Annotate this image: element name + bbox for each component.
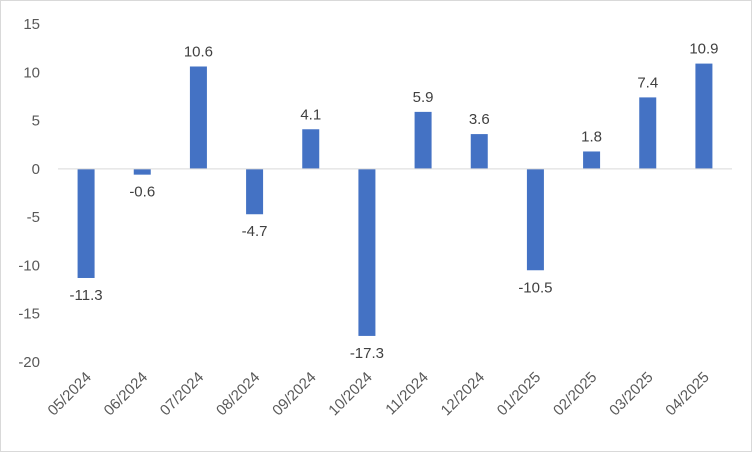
data-labels: -11.3 -0.6 10.6 -4.7 4.1 -17.3 5.9 3.6 -10.5 1.8 7…	[70, 41, 719, 362]
data-label: 1.8	[581, 128, 602, 145]
bar	[639, 97, 657, 169]
data-label: 10.6	[184, 43, 213, 60]
data-label: -11.3	[70, 287, 103, 304]
data-label: -0.6	[129, 184, 155, 201]
y-tick-label: 10	[23, 64, 40, 81]
bar	[695, 63, 713, 169]
y-tick-label: -15	[18, 306, 40, 323]
bar	[526, 168, 544, 271]
data-label: -17.3	[350, 345, 384, 362]
x-tick-label: 06/2024	[101, 369, 151, 419]
bars	[77, 63, 713, 336]
bar	[189, 66, 207, 169]
bar	[77, 168, 95, 278]
x-tick-label: 03/2025	[606, 369, 656, 419]
data-label: 7.4	[637, 74, 658, 91]
data-label: 5.9	[413, 89, 434, 106]
bar	[583, 151, 601, 169]
bar	[246, 168, 264, 215]
data-label: -4.7	[242, 223, 268, 240]
bar	[133, 168, 151, 175]
bar	[414, 111, 432, 169]
data-label: 3.6	[469, 111, 490, 128]
x-tick-label: 02/2025	[550, 369, 600, 419]
y-tick-label: 15	[23, 16, 40, 33]
data-label: -10.5	[518, 279, 552, 296]
x-tick-label: 10/2024	[325, 369, 375, 419]
x-tick-label: 05/2024	[45, 369, 95, 419]
data-label: 10.9	[689, 41, 718, 58]
x-tick-label: 09/2024	[269, 369, 319, 419]
x-tick-label: 12/2024	[438, 369, 488, 419]
x-tick-label: 01/2025	[494, 369, 544, 419]
y-tick-label: -10	[18, 257, 40, 274]
x-tick-label: 11/2024	[382, 369, 432, 419]
y-tick-label: 0	[32, 161, 40, 178]
bar	[358, 168, 376, 336]
y-tick-label: -20	[18, 354, 40, 371]
y-axis-ticks: 15 10 5 0 -5 -10 -15 -20	[18, 16, 40, 371]
data-label: 4.1	[300, 106, 321, 123]
x-axis-ticks: 05/2024 06/2024 07/2024 08/2024 09/2024 10/20…	[45, 369, 713, 419]
bar	[470, 134, 488, 169]
y-tick-label: 5	[32, 113, 40, 130]
x-tick-label: 08/2024	[213, 369, 263, 419]
x-tick-label: 07/2024	[157, 369, 207, 419]
bar	[302, 129, 320, 169]
y-tick-label: -5	[27, 209, 40, 226]
x-tick-label: 04/2025	[662, 369, 712, 419]
